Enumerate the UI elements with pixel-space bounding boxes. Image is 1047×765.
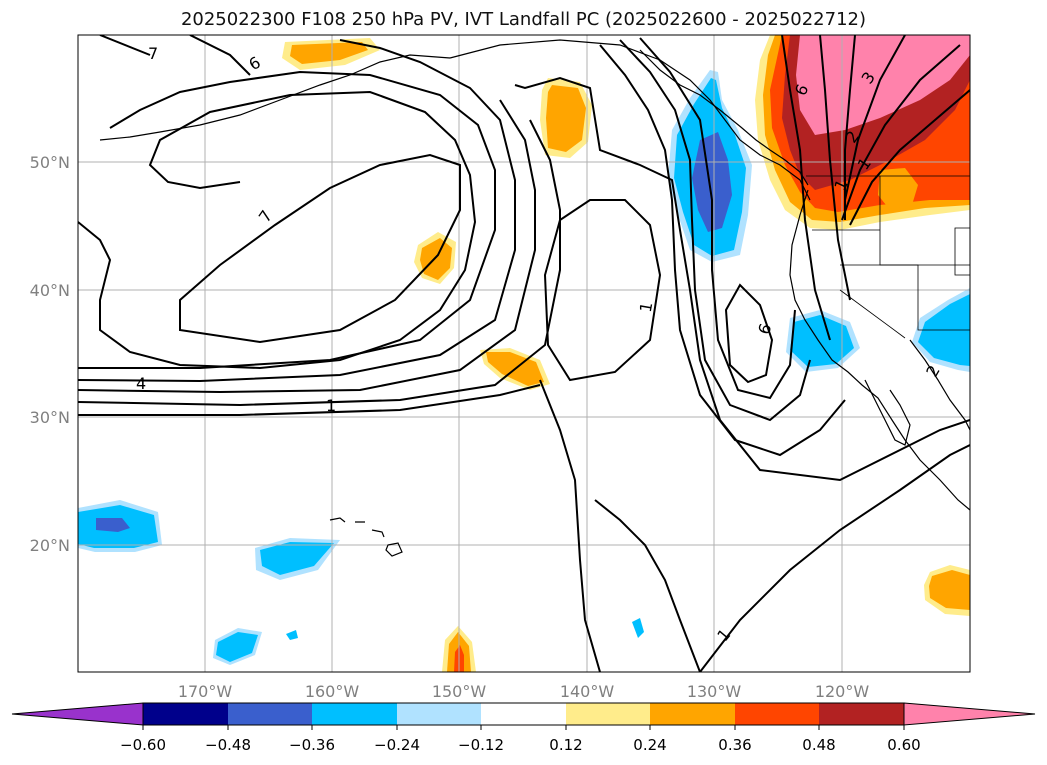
lon-label: 130°W — [687, 682, 742, 701]
contour-ne-1 — [781, 35, 831, 341]
hawaii-islands — [329, 517, 403, 557]
colorbar-segment — [819, 703, 904, 725]
contour-ne-6 — [849, 89, 970, 226]
colorbar-max-extend — [903, 702, 1036, 726]
warm-patch-mid-core — [420, 238, 452, 280]
lat-axis: 50°N 40°N 30°N 20°N — [30, 153, 70, 555]
map-title: 2025022300 F108 250 hPa PV, IVT Landfall… — [180, 9, 867, 30]
ne-pink — [796, 35, 970, 135]
warm-patch-nw-core — [290, 42, 368, 64]
cool-tiny — [286, 630, 298, 640]
contour-west-inner — [179, 153, 461, 344]
lon-label: 140°W — [560, 682, 615, 701]
colorbar-tick-label: −0.36 — [289, 736, 335, 754]
cool-tiny-2 — [632, 618, 644, 638]
lon-label: 120°W — [815, 682, 870, 701]
colorbar-segment — [228, 703, 312, 725]
colorbar-tick-label: −0.12 — [458, 736, 504, 754]
state-line-2 — [840, 264, 970, 331]
contour-west-loop — [78, 70, 496, 369]
colorbar-tick-label: −0.48 — [205, 736, 251, 754]
contour-trough-1 — [599, 44, 846, 457]
contour-band-2 — [78, 99, 536, 394]
contour-top-ridge — [99, 35, 251, 76]
colorbar-segment — [312, 703, 397, 725]
contour-central-closed — [543, 199, 662, 382]
cool-hawaii-w-core — [96, 518, 130, 532]
map-frame — [77, 34, 971, 673]
contour-central-trough-1 — [514, 76, 970, 482]
contour-label: 7 — [148, 44, 158, 63]
coastlines — [99, 39, 970, 557]
warm-patch-gulf-core — [546, 85, 586, 152]
state-line-4 — [839, 289, 906, 339]
lat-label: 50°N — [30, 153, 70, 172]
lon-label: 170°W — [178, 682, 233, 701]
cool-hawaii-c — [260, 542, 334, 575]
contour-ne-5 — [841, 44, 961, 221]
cool-coast-core — [692, 132, 732, 232]
contour-ne-2 — [819, 35, 851, 301]
colorbar-segment — [650, 703, 735, 725]
contour-trough-2 — [619, 39, 811, 422]
colorbar-frame — [142, 702, 905, 726]
lon-label: 150°W — [432, 682, 487, 701]
colorbar: −0.60 −0.48 −0.36 −0.24 −0.12 0.12 0.24 … — [11, 702, 1036, 754]
contour-south-wave — [699, 444, 970, 672]
contour-ne-4 — [844, 35, 906, 201]
colorbar-tick-label: 0.60 — [887, 736, 920, 754]
lat-label: 20°N — [30, 536, 70, 555]
colorbar-tick-label: −0.60 — [120, 736, 166, 754]
colorbar-segment — [143, 703, 228, 725]
colorbar-segment — [481, 703, 566, 725]
cool-south — [216, 632, 258, 662]
lat-label: 30°N — [30, 408, 70, 427]
aleutian-chain — [99, 54, 451, 141]
ne-orange-lobe — [878, 168, 918, 210]
contour-ne-3 — [844, 35, 856, 220]
lat-label: 40°N — [30, 281, 70, 300]
cool-ca — [790, 315, 854, 367]
colorbar-ticks — [142, 725, 905, 730]
lon-axis: 170°W 160°W 150°W 140°W 130°W 120°W — [178, 682, 870, 701]
alaska-coast — [449, 39, 811, 201]
baja — [864, 379, 911, 446]
map-panel: 7 6 7 4 1 1 6 1 6 3 2 1 1 2 — [78, 35, 970, 672]
colorbar-tick-label: 0.36 — [718, 736, 751, 754]
contour-west-outer — [78, 90, 477, 370]
colorbar-tick-label: 0.48 — [802, 736, 835, 754]
contour-south-arc — [594, 499, 701, 672]
colorbar-tick-label: −0.24 — [374, 736, 420, 754]
contour-central-trough-2 — [539, 379, 601, 672]
contour-label: 1 — [326, 396, 336, 415]
colorbar-tick-label: 0.24 — [633, 736, 666, 754]
contour-band-1 — [78, 39, 516, 383]
colorbar-tick-labels: −0.60 −0.48 −0.36 −0.24 −0.12 0.12 0.24 … — [120, 736, 921, 754]
colorbar-min-extend — [11, 702, 144, 726]
state-line-5 — [954, 227, 970, 276]
contours — [78, 35, 970, 672]
borders — [806, 175, 970, 339]
contour-closed-6 — [724, 283, 774, 384]
contour-trough-3 — [639, 37, 796, 400]
contour-label: 1 — [636, 300, 656, 313]
contour-label: 4 — [136, 374, 146, 393]
colorbar-segment — [566, 703, 650, 725]
contour-band-3 — [78, 119, 561, 407]
lon-label: 160°W — [305, 682, 360, 701]
us-west-coast — [789, 189, 970, 511]
colorbar-segment — [397, 703, 481, 725]
colorbar-segment — [735, 703, 819, 725]
graticule — [78, 35, 970, 672]
contour-band-4 — [78, 384, 541, 416]
colorbar-tick-label: 0.12 — [549, 736, 582, 754]
canada-coast — [639, 49, 809, 186]
warm-patch-se-core — [929, 570, 970, 610]
